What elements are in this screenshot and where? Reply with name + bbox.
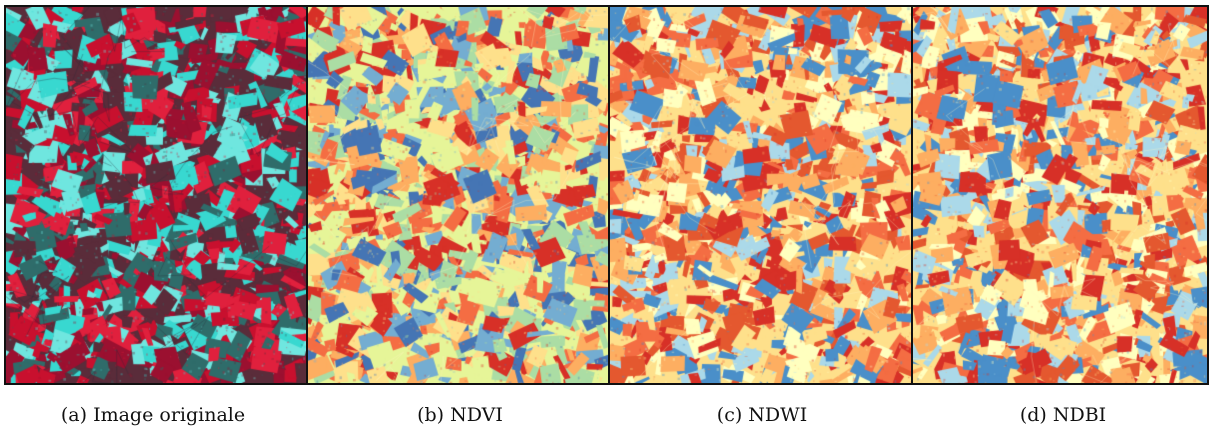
image-strip <box>4 5 1209 385</box>
ndbi-map <box>912 7 1207 383</box>
panel-ndvi <box>305 7 608 383</box>
panel-ndbi <box>910 7 1207 383</box>
caption-ndvi: (b) NDVI <box>417 404 503 426</box>
caption-ndbi: (d) NDBI <box>1019 404 1107 426</box>
caption-original-image: (a) Image originale <box>60 404 246 426</box>
ndwi-map <box>610 7 911 383</box>
panel-original-image <box>6 7 306 383</box>
ndvi-map <box>307 7 608 383</box>
false-color-satellite-image <box>6 7 306 383</box>
panel-ndwi <box>608 7 911 383</box>
caption-ndwi: (c) NDWI <box>716 404 808 426</box>
